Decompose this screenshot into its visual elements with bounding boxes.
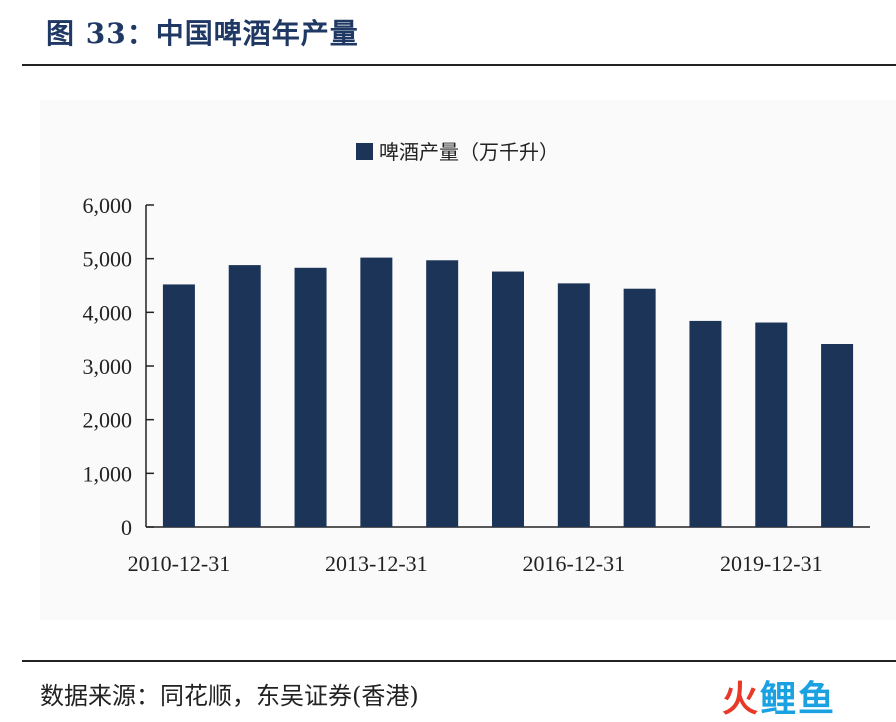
bottom-rule xyxy=(22,660,896,662)
bar-2017-12-31 xyxy=(623,288,656,527)
y-tick-label: 1,000 xyxy=(83,461,133,486)
figure-title: 图 33：中国啤酒年产量 xyxy=(46,17,359,50)
bar-2014-12-31 xyxy=(426,260,459,527)
y-tick-label: 6,000 xyxy=(83,193,133,218)
watermark-part-1: 火 xyxy=(722,679,761,720)
bar-2015-12-31 xyxy=(492,271,524,527)
bar-2019-12-31 xyxy=(755,322,788,527)
y-tick-label: 2,000 xyxy=(83,408,133,433)
y-tick-label: 5,000 xyxy=(83,247,133,272)
x-tick-label: 2016-12-31 xyxy=(522,551,625,576)
bar-2016-12-31 xyxy=(557,283,590,527)
bar-2018-12-31 xyxy=(689,320,722,527)
bar-2013-12-31 xyxy=(360,257,393,527)
legend-label: 啤酒产量（万千升） xyxy=(379,140,559,164)
y-tick-label: 0 xyxy=(121,515,132,540)
source-note: 数据来源：同花顺，东吴证券(香港) xyxy=(40,682,419,710)
x-tick-label: 2010-12-31 xyxy=(128,551,231,576)
watermark-part-2: 鲤鱼 xyxy=(760,679,837,720)
y-tick-label: 4,000 xyxy=(83,300,133,325)
top-rule xyxy=(22,64,896,66)
x-tick-label: 2019-12-31 xyxy=(720,551,823,576)
y-tick-label: 3,000 xyxy=(83,354,133,379)
legend-swatch xyxy=(356,143,373,160)
bar-2020-12-31 xyxy=(821,343,854,527)
bar-2012-12-31 xyxy=(294,267,327,527)
watermark-logo: 火鲤鱼 xyxy=(722,670,836,722)
bar-2011-12-31 xyxy=(228,265,261,527)
x-tick-label: 2013-12-31 xyxy=(325,551,428,576)
bar-2010-12-31 xyxy=(162,284,195,527)
